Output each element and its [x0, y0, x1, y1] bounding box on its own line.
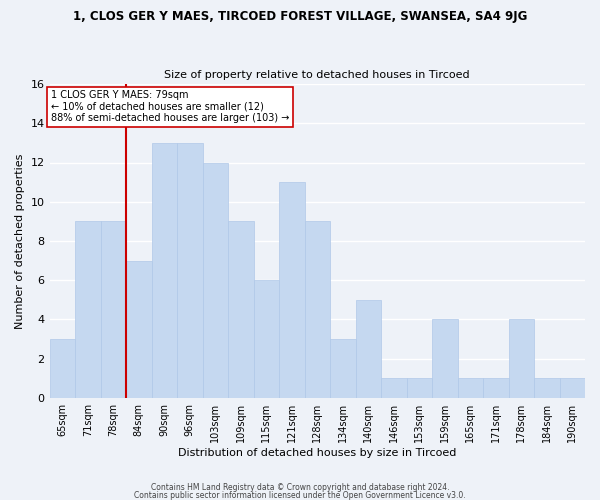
Bar [483, 378, 509, 398]
Bar [152, 143, 177, 398]
Bar [407, 378, 432, 398]
Title: Size of property relative to detached houses in Tircoed: Size of property relative to detached ho… [164, 70, 470, 81]
Bar [381, 378, 407, 398]
Y-axis label: Number of detached properties: Number of detached properties [15, 154, 25, 328]
Bar [50, 339, 75, 398]
Bar [75, 222, 101, 398]
Bar [509, 320, 534, 398]
Bar [203, 162, 228, 398]
Bar [279, 182, 305, 398]
Text: Contains HM Land Registry data © Crown copyright and database right 2024.: Contains HM Land Registry data © Crown c… [151, 484, 449, 492]
Bar [458, 378, 483, 398]
Bar [305, 222, 330, 398]
Bar [101, 222, 126, 398]
X-axis label: Distribution of detached houses by size in Tircoed: Distribution of detached houses by size … [178, 448, 457, 458]
Text: 1, CLOS GER Y MAES, TIRCOED FOREST VILLAGE, SWANSEA, SA4 9JG: 1, CLOS GER Y MAES, TIRCOED FOREST VILLA… [73, 10, 527, 23]
Bar [254, 280, 279, 398]
Bar [330, 339, 356, 398]
Text: 1 CLOS GER Y MAES: 79sqm
← 10% of detached houses are smaller (12)
88% of semi-d: 1 CLOS GER Y MAES: 79sqm ← 10% of detach… [51, 90, 289, 123]
Bar [356, 300, 381, 398]
Bar [534, 378, 560, 398]
Bar [126, 260, 152, 398]
Text: Contains public sector information licensed under the Open Government Licence v3: Contains public sector information licen… [134, 490, 466, 500]
Bar [432, 320, 458, 398]
Bar [560, 378, 585, 398]
Bar [228, 222, 254, 398]
Bar [177, 143, 203, 398]
